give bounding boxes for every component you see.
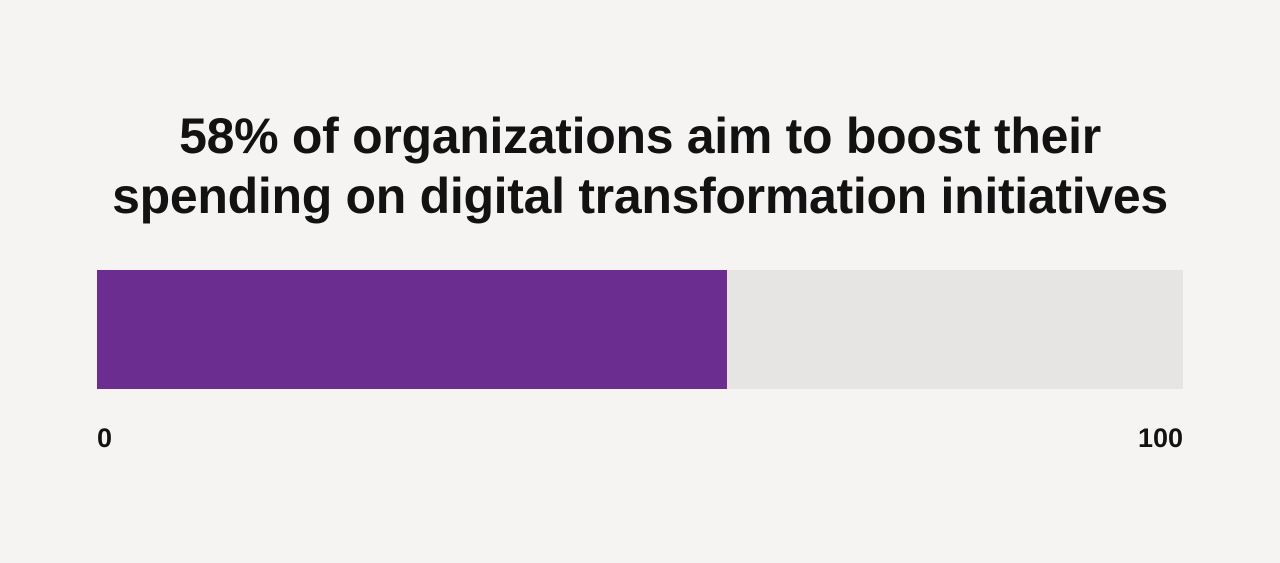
progress-bar-track	[97, 270, 1183, 389]
axis-label-max: 100	[1137, 423, 1183, 453]
chart-title: 58% of organizations aim to boost their …	[0, 106, 1280, 226]
chart-title-line-2: spending on digital transformation initi…	[112, 168, 1168, 224]
x-axis-tick-labels: 0 100	[97, 425, 1183, 452]
chart-title-line-1: 58% of organizations aim to boost their	[179, 108, 1101, 164]
axis-label-min: 0	[97, 423, 113, 453]
progress-bar-fill	[97, 270, 727, 389]
